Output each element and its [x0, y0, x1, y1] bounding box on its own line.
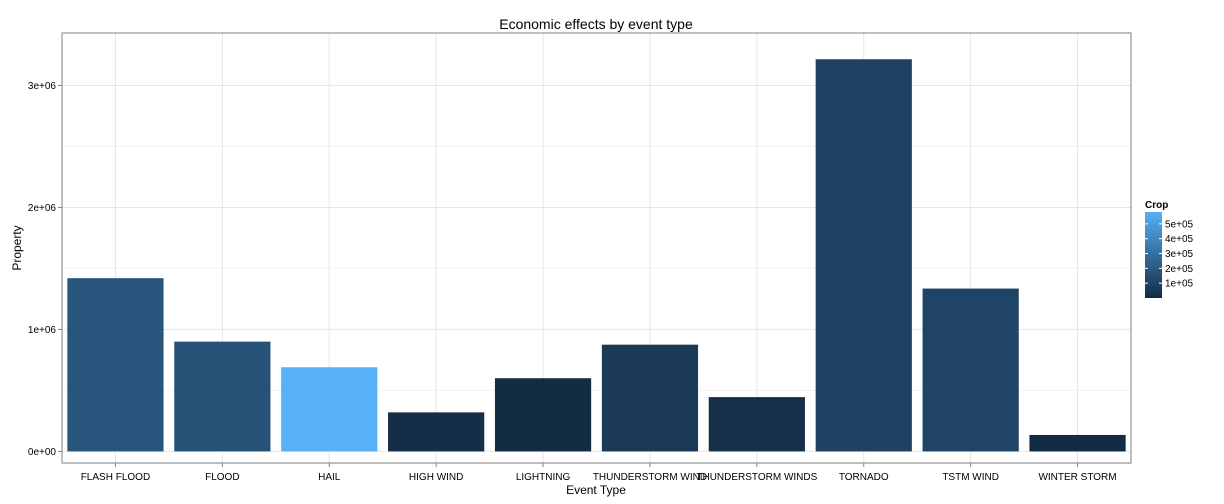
bar-flood [174, 341, 271, 452]
bar-hail [281, 367, 378, 452]
bar-thunderstorm-wind [601, 344, 699, 452]
x-axis-title: Event Type [566, 483, 626, 497]
bar-lightning [494, 378, 592, 452]
x-tick-label: LIGHTNING [516, 472, 571, 483]
bar-high-wind [388, 412, 485, 452]
panel-border [61, 32, 1132, 464]
bar-tstm-wind [922, 288, 1019, 452]
x-tick-label: THUNDERSTORM WINDS [696, 472, 817, 483]
x-axis-ticks: FLASH FLOOD FLOOD HAIL HIGH WIND LIGHTNING TH… [81, 463, 1117, 483]
bars [67, 59, 1126, 452]
legend-tick-label: 4e+05 [1165, 234, 1194, 245]
x-tick-label: HIGH WIND [409, 472, 463, 483]
y-axis-ticks: 0e+00 1e+06 2e+06 3e+06 [28, 81, 62, 458]
legend-title: Crop [1145, 200, 1168, 211]
legend-tick-label: 1e+05 [1165, 279, 1194, 290]
legend: Crop 1e+05 2e+05 3e+05 4e+05 5e+05 [1145, 200, 1194, 298]
bar-winter-storm [1029, 434, 1126, 452]
x-tick-label: TORNADO [839, 472, 889, 483]
y-axis-title: Property [10, 225, 24, 270]
legend-ticks: 1e+05 2e+05 3e+05 4e+05 5e+05 [1145, 219, 1194, 290]
bar-flash-flood [67, 278, 164, 452]
y-tick-label: 3e+06 [28, 81, 57, 92]
bar-thunderstorm-winds [708, 397, 805, 452]
bar-tornado [815, 59, 912, 452]
y-tick-label: 2e+06 [28, 203, 57, 214]
x-tick-label: HAIL [318, 472, 341, 483]
y-tick-label: 1e+06 [28, 325, 57, 336]
chart-title: Economic effects by event type [499, 16, 693, 32]
y-tick-label: 0e+00 [28, 447, 57, 458]
x-tick-label: WINTER STORM [1038, 472, 1116, 483]
x-tick-label: TSTM WIND [942, 472, 999, 483]
x-tick-label: THUNDERSTORM WIND [593, 472, 707, 483]
legend-tick-label: 2e+05 [1165, 264, 1194, 275]
legend-colorbar [1145, 212, 1162, 298]
x-tick-label: FLOOD [205, 472, 239, 483]
legend-tick-label: 5e+05 [1165, 219, 1194, 230]
x-tick-label: FLASH FLOOD [81, 472, 150, 483]
legend-tick-label: 3e+05 [1165, 249, 1194, 260]
